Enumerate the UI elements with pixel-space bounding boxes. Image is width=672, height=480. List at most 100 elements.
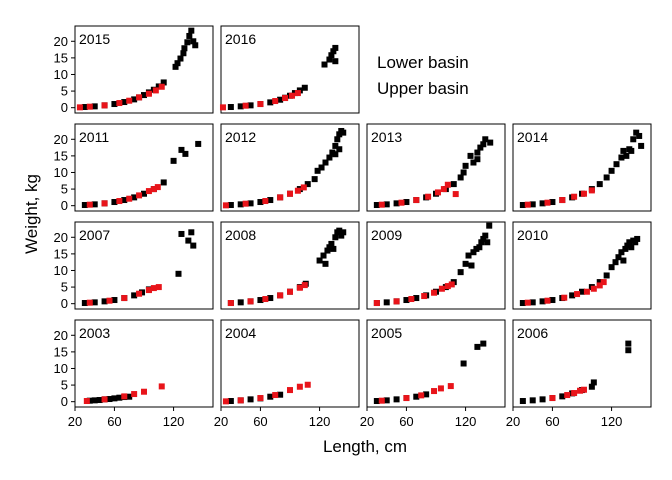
panel-2010: 2010 [512, 221, 652, 310]
data-point [180, 50, 187, 57]
data-point [322, 260, 329, 267]
data-point [603, 174, 610, 181]
data-point [111, 297, 118, 304]
data-point [480, 235, 487, 242]
data-point [155, 284, 162, 291]
panel-2016: 2016 [219, 25, 360, 114]
data-point [237, 201, 244, 208]
data-point [131, 96, 138, 103]
data-point [608, 264, 615, 271]
data-point [393, 200, 400, 207]
data-point [76, 104, 83, 111]
data-point [600, 279, 607, 286]
data-point [478, 239, 485, 246]
data-point [91, 103, 98, 110]
data-point [462, 162, 469, 169]
series-upper-basin [373, 281, 455, 307]
data-point [182, 150, 189, 157]
data-point [338, 232, 345, 239]
data-point [332, 58, 339, 65]
data-point [425, 193, 432, 200]
data-point [418, 392, 425, 399]
panel-2008: 2008 [220, 221, 360, 310]
data-point [549, 395, 556, 402]
data-point [564, 392, 571, 399]
data-point [296, 383, 303, 390]
data-point [247, 298, 254, 305]
data-point [444, 283, 451, 290]
data-point [81, 202, 88, 209]
data-point [480, 141, 487, 148]
data-point [383, 201, 390, 208]
data-point [569, 292, 576, 299]
data-point [237, 299, 244, 306]
panel-2014: 2014 [512, 123, 652, 212]
data-point [277, 292, 284, 299]
data-point [330, 48, 337, 55]
panel-year-label: 2014 [517, 129, 548, 145]
data-point [190, 38, 197, 45]
data-point [145, 90, 152, 97]
series-lower-basin [227, 127, 347, 209]
data-point [116, 100, 123, 107]
data-point [434, 189, 441, 196]
y-axis-title: Weight, kg [22, 174, 41, 254]
data-point [577, 387, 584, 394]
legend: Lower basin Upper basin [377, 53, 469, 98]
x-tick-label: 60 [399, 414, 413, 429]
panel-2004: 20 60 120 2004 [214, 319, 360, 429]
data-point [267, 197, 274, 204]
data-point [332, 151, 339, 158]
y-tick-label: 5 [61, 84, 68, 99]
data-point [474, 149, 481, 156]
panel-year-label: 2011 [79, 129, 109, 145]
y-tick-label: 15 [54, 344, 68, 359]
data-point [247, 200, 254, 207]
data-point [403, 199, 410, 206]
data-point [154, 184, 161, 191]
data-point [460, 169, 467, 176]
data-point [287, 288, 293, 295]
data-point [262, 198, 269, 205]
data-point [624, 242, 631, 249]
data-point [403, 395, 410, 402]
data-point [332, 142, 339, 149]
data-point [257, 395, 264, 402]
data-point [158, 83, 165, 90]
data-point [613, 161, 620, 168]
data-point [383, 397, 390, 404]
data-point [272, 392, 279, 399]
data-point [612, 259, 619, 266]
x-tick-label: 20 [214, 414, 228, 429]
y-tick-label: 20 [54, 34, 68, 49]
data-point [539, 396, 546, 403]
data-point [81, 104, 88, 111]
legend-entry-lower: Lower basin [377, 53, 469, 72]
data-point [222, 202, 229, 209]
data-point [188, 27, 195, 34]
data-point [86, 299, 93, 306]
data-point [195, 140, 202, 147]
data-point [175, 270, 182, 277]
data-point [121, 295, 128, 302]
data-point [393, 298, 400, 305]
data-point [474, 343, 481, 350]
series-upper-basin [76, 83, 165, 111]
series-upper-basin [524, 279, 607, 306]
panel-year-label: 2013 [371, 129, 402, 145]
data-point [326, 244, 333, 251]
data-point [242, 102, 249, 109]
x-tick-label: 120 [455, 414, 477, 429]
data-point [121, 99, 128, 106]
data-point [101, 396, 108, 403]
x-tick-label: 20 [506, 414, 520, 429]
series-lower-basin [519, 235, 641, 307]
data-point [300, 184, 307, 191]
series-upper-basin [83, 383, 165, 405]
data-point [603, 272, 610, 279]
data-point [178, 146, 185, 153]
data-point [452, 191, 459, 198]
data-point [579, 288, 585, 295]
